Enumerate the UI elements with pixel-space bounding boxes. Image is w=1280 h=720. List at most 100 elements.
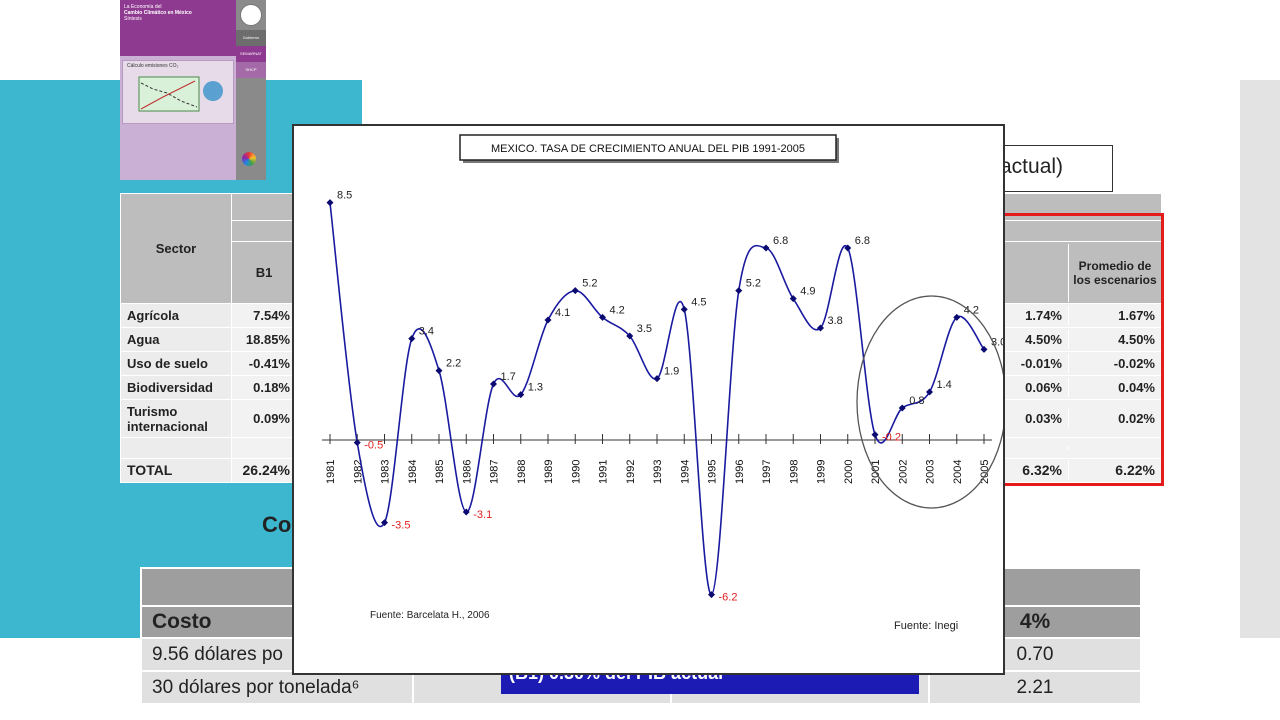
data-label: 3.8 xyxy=(828,315,843,327)
table1-b1-cell xyxy=(231,436,297,459)
table1-promedio-cell: 0.04% xyxy=(1118,380,1155,396)
x-tick-label: 1987 xyxy=(489,460,501,484)
table1-sector-cell: Biodiversidad xyxy=(120,375,232,401)
highlight-red-box xyxy=(998,213,1164,486)
table1-promedio-cell: -0.02% xyxy=(1113,356,1155,372)
table1-b1-cell: 26.24% xyxy=(231,457,297,484)
x-tick-label: 1999 xyxy=(816,460,828,484)
data-point-marker xyxy=(381,519,388,527)
data-label: 3.5 xyxy=(637,323,652,335)
book-cover-title-band: La Economía del Cambio Climático en Méxi… xyxy=(120,0,236,56)
x-tick-label: 1995 xyxy=(707,460,719,484)
x-tick-label: 2004 xyxy=(952,460,964,484)
table1-sector-cell xyxy=(120,436,232,459)
table1-a2-cell: -0.01% xyxy=(910,354,1069,374)
x-tick-label: 1992 xyxy=(625,460,637,484)
book-subtitle: Síntesis xyxy=(124,16,142,22)
table1-header-promedio: Promedio de los escenarios xyxy=(1073,258,1157,287)
data-point-marker xyxy=(926,388,933,396)
book-cover-graph-icon xyxy=(138,76,223,112)
vivir-mejor-logo-icon xyxy=(242,152,256,166)
chart-source-left: Fuente: Barcelata H., 2006 xyxy=(370,610,490,621)
data-point-marker xyxy=(817,324,824,332)
data-point-marker xyxy=(326,199,334,207)
book-cover-image: La Economía del Cambio Climático en Méxi… xyxy=(120,0,266,180)
data-label: 4.2 xyxy=(610,304,625,316)
data-label: 8.5 xyxy=(337,190,352,202)
data-point-marker xyxy=(708,591,715,599)
x-tick-label: 1983 xyxy=(380,460,392,484)
x-tick-label: 1998 xyxy=(788,460,800,484)
table1-b1-cell: 18.85% xyxy=(231,327,297,353)
table1-a2-cell: 6.32% xyxy=(910,460,1069,481)
data-point-marker xyxy=(871,431,879,439)
data-point-marker xyxy=(435,367,443,375)
data-point-marker xyxy=(408,335,416,343)
data-label: 6.8 xyxy=(773,235,788,247)
x-tick-label: 1994 xyxy=(679,460,691,484)
table1-b1-cell: -0.41% xyxy=(231,351,297,377)
heading-fragment: actual) xyxy=(1000,155,1064,178)
table1-a2-cell: 0.06% xyxy=(910,378,1069,398)
table1-a2-cell: 0.03% xyxy=(910,409,1069,429)
data-label: -3.1 xyxy=(473,509,492,521)
table1-promedio-cell: 6.22% xyxy=(1115,462,1155,479)
mexico-seal-icon xyxy=(240,4,262,26)
data-point-marker xyxy=(517,391,525,399)
chart-source-right: Fuente: Inegi xyxy=(894,620,959,632)
book-side-label-2: SEMARNAT xyxy=(236,46,266,62)
book-title-line2: Cambio Climático en México xyxy=(124,10,192,16)
x-tick-label: 1981 xyxy=(325,460,337,484)
data-point-marker xyxy=(599,313,606,321)
data-point-marker xyxy=(544,316,552,324)
x-tick-label: 1990 xyxy=(570,460,582,484)
book-cover-illustration: Cálculo emisiones CO₂ xyxy=(122,60,234,124)
data-point-marker xyxy=(762,244,770,252)
x-tick-label: 1991 xyxy=(598,460,610,484)
table1-sector-cell: Uso de suelo xyxy=(120,351,232,377)
data-point-marker xyxy=(953,313,961,321)
data-point-marker xyxy=(680,305,688,313)
data-label: 4.2 xyxy=(964,304,979,316)
table1-promedio-cell: 1.67% xyxy=(1118,307,1155,323)
table1-a2-cell xyxy=(910,445,1069,450)
x-tick-label: 2005 xyxy=(979,460,991,484)
data-label: -6.2 xyxy=(719,592,738,604)
highlight-ellipse xyxy=(856,295,1003,509)
data-point-marker xyxy=(353,439,361,447)
table1-b1-cell: 7.54% xyxy=(231,302,297,329)
x-tick-label: 1996 xyxy=(734,460,746,484)
data-point-marker xyxy=(898,404,906,412)
data-label: 3.4 xyxy=(419,326,434,338)
x-tick-label: 1989 xyxy=(543,460,555,484)
data-label: 1.4 xyxy=(937,379,952,391)
table1-b1-cell: 0.18% xyxy=(231,375,297,401)
table1-promedio-cell: 0.02% xyxy=(1118,411,1155,427)
book-title-line1: La Economía del xyxy=(124,4,162,10)
gdp-growth-chart-svg: MEXICO. TASA DE CRECIMIENTO ANUAL DEL PI… xyxy=(322,134,1003,604)
chart-title: MEXICO. TASA DE CRECIMIENTO ANUAL DEL PI… xyxy=(491,143,805,155)
x-tick-label: 2003 xyxy=(925,460,937,484)
book-side-label-1: Gobierno Federal xyxy=(236,30,266,56)
data-point-marker xyxy=(490,380,497,388)
x-tick-label: 1986 xyxy=(461,460,473,484)
costo-heading-fragment: Co xyxy=(262,512,292,537)
data-label: 5.2 xyxy=(746,278,761,290)
table1-promedio-cell: 4.50% xyxy=(1118,332,1155,348)
table1-header-sector: Sector xyxy=(120,193,232,304)
data-label: 1.7 xyxy=(501,371,516,383)
book-cover-caption: Cálculo emisiones CO₂ xyxy=(127,63,179,69)
data-label: 0.8 xyxy=(909,395,924,407)
grey-background-panel xyxy=(1240,80,1280,638)
table1-header-b1: B1 xyxy=(231,241,297,304)
gdp-growth-chart: MEXICO. TASA DE CRECIMIENTO ANUAL DEL PI… xyxy=(292,124,1005,675)
data-label: 4.9 xyxy=(800,286,815,298)
table1-a2-cell: 1.74% xyxy=(910,305,1069,325)
x-tick-label: 2002 xyxy=(897,460,909,484)
x-tick-label: 1997 xyxy=(761,460,773,484)
data-label: 4.5 xyxy=(691,296,706,308)
table1-subheader-left xyxy=(231,220,297,243)
x-tick-label: 1984 xyxy=(407,460,419,484)
table1-sector-cell: Agrícola xyxy=(120,302,232,329)
table1-sector-cell: Agua xyxy=(120,327,232,353)
